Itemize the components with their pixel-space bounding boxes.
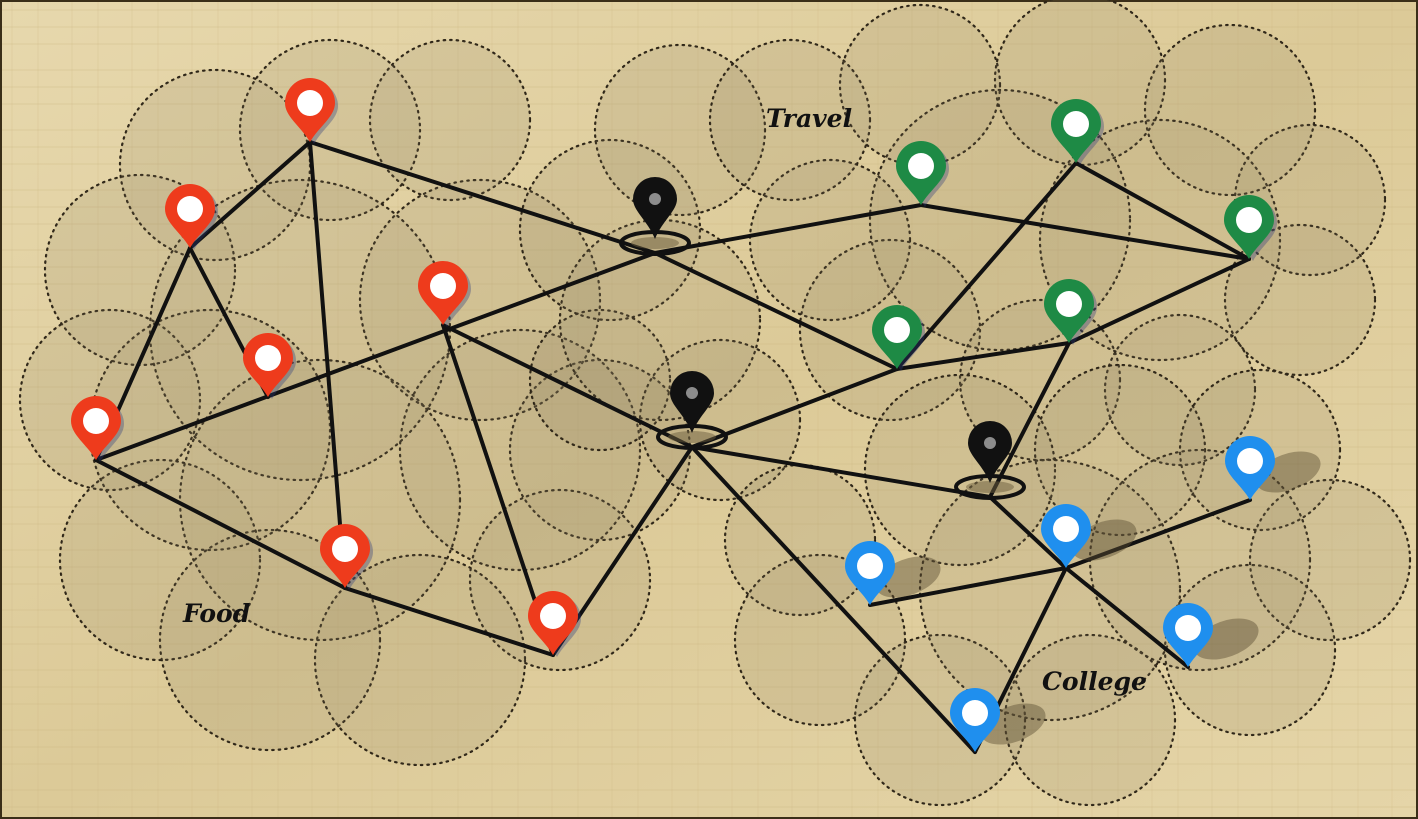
map-pin-icon-c2: [1041, 504, 1137, 568]
edge-t5-h3: [988, 341, 1071, 499]
region-label-food: Food: [182, 599, 250, 628]
hub-pin-icon-h1: [619, 177, 691, 256]
map-pin-icon-t4: [872, 305, 925, 371]
edge-t4-t5: [895, 341, 1071, 371]
edge-f3-h2: [441, 323, 694, 449]
map-pin-icon-f1: [285, 78, 338, 144]
edge-c1-c2: [868, 566, 1068, 607]
pin-layer: [70, 78, 1321, 752]
edge-t5-t3: [1067, 257, 1251, 345]
edge-f1-f6: [308, 140, 347, 590]
edge-f6-f7: [343, 586, 555, 657]
map-pin-icon-c1: [845, 541, 941, 605]
map-pin-icon-t5: [1044, 279, 1097, 345]
edge-h2-c5: [690, 445, 977, 754]
map-pin-icon-f7: [528, 591, 581, 657]
edge-c2-c3: [1064, 498, 1252, 570]
cloud-food-fill: [20, 40, 690, 765]
map-pin-icon-f6: [320, 524, 373, 590]
region-label-travel: Travel: [766, 104, 852, 133]
edge-f5-h1: [94, 251, 657, 462]
edge-t1-t3: [919, 203, 1251, 261]
region-label-college: College: [1042, 667, 1147, 696]
cloud-food: [18, 38, 692, 767]
edge-c2-c4: [1064, 566, 1190, 669]
map-pin-icon-t3: [1224, 195, 1277, 261]
map-pin-icon-f3: [418, 261, 471, 327]
map-pin-icon-c5: [950, 688, 1046, 752]
edge-t2-t4: [895, 161, 1078, 371]
map-pin-icon-t1: [896, 141, 949, 207]
edge-f5-f6: [94, 458, 347, 590]
hub-pin-icon-h2: [656, 371, 728, 450]
map-pin-icon-c4: [1163, 603, 1259, 667]
edge-f1-h1: [308, 140, 657, 255]
edge-t2-t3: [1074, 161, 1251, 261]
edge-h2-h3: [690, 445, 992, 499]
edge-h1-t1: [653, 203, 923, 255]
map-pin-icon-f2: [165, 183, 218, 250]
hub-pin-icon-h3: [954, 421, 1026, 500]
map-pin-icon-t2: [1051, 99, 1104, 165]
map-pin-icon-f4: [243, 333, 296, 399]
edge-f1-f2: [188, 140, 312, 250]
edge-h3-c2: [988, 495, 1068, 570]
edge-h1-t4: [653, 251, 899, 371]
map-pin-icon-c3: [1225, 436, 1321, 500]
map-pin-icon-f5: [70, 395, 124, 462]
edge-layer: [94, 140, 1252, 754]
